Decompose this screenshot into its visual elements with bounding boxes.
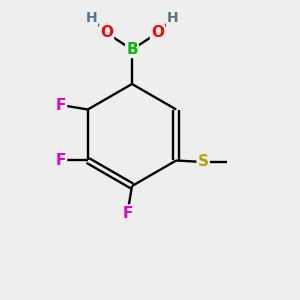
Text: B: B — [126, 42, 138, 57]
Text: O: O — [151, 26, 164, 40]
Text: S: S — [198, 154, 209, 169]
Text: H: H — [86, 11, 97, 25]
Text: F: F — [56, 153, 66, 168]
Text: H: H — [167, 11, 178, 25]
Text: F: F — [122, 206, 133, 220]
Text: O: O — [100, 26, 113, 40]
Text: F: F — [56, 98, 66, 112]
